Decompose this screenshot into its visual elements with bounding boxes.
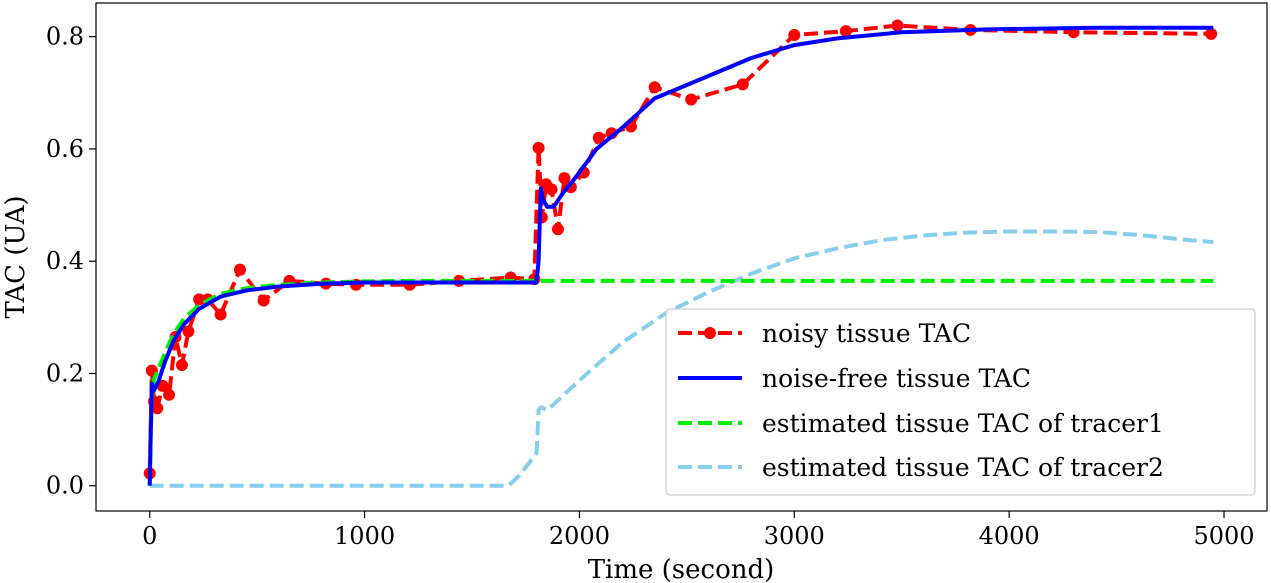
y-tick-label: 0.2	[46, 359, 84, 387]
y-axis: 0.0 0.2 0.4 0.6 0.8	[46, 23, 96, 500]
y-tick-label: 0.0	[46, 472, 84, 500]
data-point-noisy	[151, 402, 164, 415]
x-tick-label: 5000	[1193, 522, 1254, 550]
data-point-noisy	[551, 223, 564, 236]
data-point-noisy	[736, 78, 749, 91]
legend-frame	[665, 308, 1256, 496]
legend-item-tracer1: estimated tissue TAC of tracer1	[678, 409, 1164, 438]
data-point-noisy	[163, 388, 176, 401]
x-axis: 0 1000 2000 3000 4000 5000	[142, 511, 1255, 550]
data-point-noisy	[193, 293, 206, 306]
y-tick-label: 0.4	[46, 247, 84, 275]
data-point-noisy	[532, 141, 545, 154]
data-point-noisy	[233, 263, 246, 276]
data-point-noisy	[214, 308, 227, 321]
data-point-noisy	[1205, 27, 1218, 40]
data-point-noisy	[257, 294, 270, 307]
data-point-noisy	[182, 325, 195, 338]
x-tick-label: 1000	[334, 522, 395, 550]
legend-item-noise-free: noise-free tissue TAC	[678, 364, 1031, 393]
legend-label-tracer2: estimated tissue TAC of tracer2	[762, 453, 1164, 482]
x-tick-label: 0	[142, 522, 157, 550]
data-point-noisy	[685, 93, 698, 106]
y-tick-label: 0.6	[46, 135, 84, 163]
x-tick-label: 4000	[979, 522, 1040, 550]
y-tick-label: 0.8	[46, 23, 84, 51]
data-point-noisy	[839, 25, 852, 38]
legend-item-tracer2: estimated tissue TAC of tracer2	[678, 453, 1164, 482]
data-point-noisy	[788, 28, 801, 41]
legend-item-noisy: noisy tissue TAC	[678, 319, 971, 348]
data-point-noisy	[545, 183, 558, 196]
series-line-noise-free	[147, 25, 1214, 486]
x-tick-label: 3000	[764, 522, 825, 550]
data-point-noisy	[592, 131, 605, 144]
data-point-noisy	[175, 359, 188, 372]
y-axis-title: TAC (UA)	[1, 195, 31, 318]
legend-label-noise-free: noise-free tissue TAC	[762, 364, 1031, 393]
legend-label-noisy: noisy tissue TAC	[762, 319, 971, 348]
legend-marker-noisy	[704, 327, 716, 339]
data-point-noisy	[891, 19, 904, 32]
data-point-noisy	[648, 81, 661, 94]
x-tick-label: 2000	[549, 522, 610, 550]
legend: noisy tissue TAC noise-free tissue TAC e…	[665, 308, 1256, 496]
data-point-noisy	[558, 172, 571, 185]
legend-label-tracer1: estimated tissue TAC of tracer1	[762, 409, 1164, 438]
x-axis-title: Time (second)	[588, 555, 775, 583]
plot-area-frame	[95, 2, 1268, 512]
